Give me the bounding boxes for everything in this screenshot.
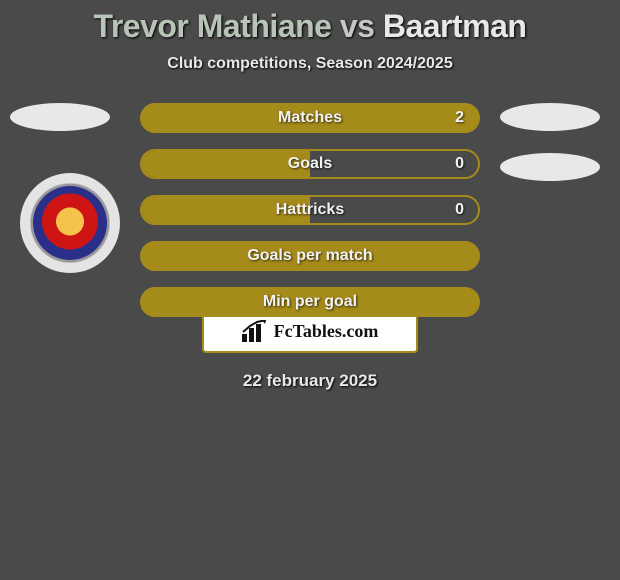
player2-name: Baartman xyxy=(383,8,527,44)
club-crest-icon xyxy=(31,184,109,262)
subtitle: Club competitions, Season 2024/2025 xyxy=(0,55,620,73)
stat-row-hattricks: Hattricks 0 xyxy=(140,195,480,225)
stat-row-fill xyxy=(142,151,310,177)
stat-label: Goals xyxy=(288,155,332,173)
player2-avatar-placeholder xyxy=(500,103,600,131)
player1-name: Trevor Mathiane xyxy=(94,8,332,44)
stat-label: Goals per match xyxy=(247,247,372,265)
vs-label: vs xyxy=(340,8,375,44)
player1-club-badge xyxy=(20,173,120,273)
stat-label: Matches xyxy=(278,109,342,127)
stat-label: Hattricks xyxy=(276,201,344,219)
stat-row-goals: Goals 0 xyxy=(140,149,480,179)
stat-row-min-per-goal: Min per goal xyxy=(140,287,480,317)
stat-row-goals-per-match: Goals per match xyxy=(140,241,480,271)
stat-value: 2 xyxy=(455,109,464,127)
player1-avatar-placeholder xyxy=(10,103,110,131)
stat-value: 0 xyxy=(455,201,464,219)
stat-value: 0 xyxy=(455,155,464,173)
stat-label: Min per goal xyxy=(263,293,357,311)
stat-row-matches: Matches 2 xyxy=(140,103,480,133)
player2-club-placeholder xyxy=(500,153,600,181)
page-title: Trevor Mathiane vs Baartman xyxy=(0,0,620,45)
stat-rows: Matches 2 Goals 0 Hattricks 0 Goals per match M… xyxy=(140,103,480,333)
date-label: 22 february 2025 xyxy=(0,371,620,391)
